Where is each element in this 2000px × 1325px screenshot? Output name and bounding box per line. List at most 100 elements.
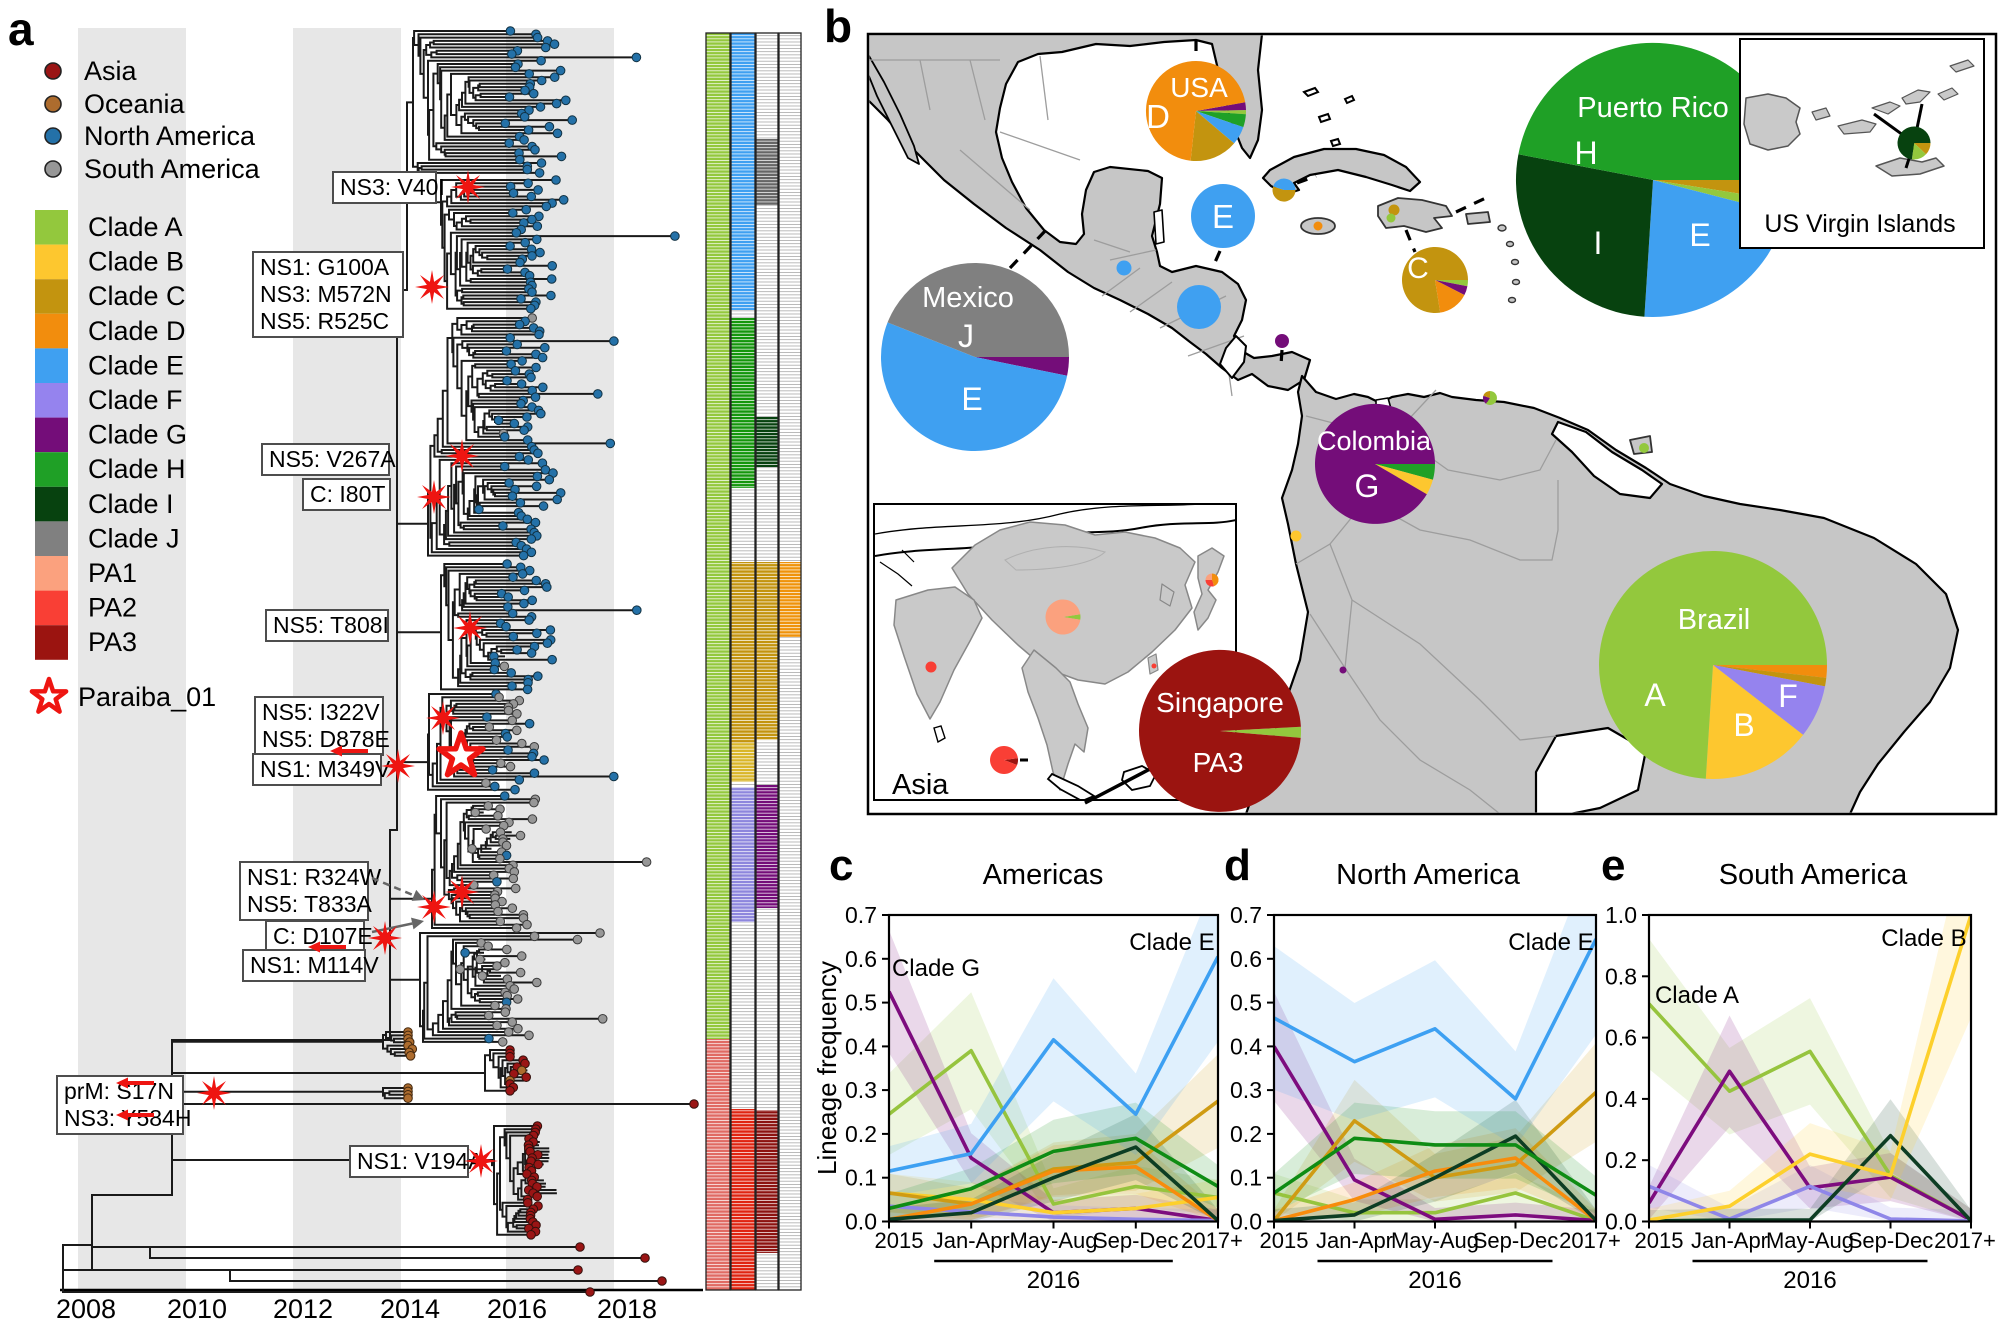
svg-text:Sep-Dec: Sep-Dec	[1848, 1228, 1934, 1253]
svg-text:Clade F: Clade F	[88, 385, 183, 415]
svg-text:2016: 2016	[1408, 1267, 1461, 1294]
svg-text:Paraiba_01: Paraiba_01	[78, 682, 216, 712]
svg-text:E: E	[1212, 198, 1234, 235]
svg-text:a: a	[8, 3, 34, 55]
svg-text:2015: 2015	[1635, 1228, 1684, 1253]
svg-text:Clade E: Clade E	[88, 350, 184, 380]
svg-text:C: D107E: C: D107E	[273, 923, 373, 949]
svg-text:2017+: 2017+	[1559, 1228, 1621, 1253]
svg-text:Mexico: Mexico	[922, 282, 1014, 314]
svg-text:0.4: 0.4	[1230, 1033, 1262, 1059]
svg-text:2017+: 2017+	[1934, 1228, 1996, 1253]
svg-text:NS3: M572N: NS3: M572N	[260, 281, 392, 307]
svg-text:May-Aug: May-Aug	[1009, 1228, 1097, 1253]
svg-text:e: e	[1601, 841, 1625, 890]
svg-text:2010: 2010	[167, 1294, 227, 1324]
svg-text:2016: 2016	[487, 1294, 547, 1324]
svg-text:South America: South America	[1719, 859, 1908, 891]
svg-text:2012: 2012	[273, 1294, 333, 1324]
svg-text:0.6: 0.6	[845, 946, 877, 972]
svg-text:Clade G: Clade G	[88, 420, 187, 450]
svg-text:May-Aug: May-Aug	[1391, 1228, 1479, 1253]
svg-text:Asia: Asia	[892, 769, 949, 801]
svg-text:0.3: 0.3	[1230, 1077, 1262, 1103]
svg-text:NS1: M349V: NS1: M349V	[260, 756, 391, 782]
svg-text:Oceania: Oceania	[84, 89, 186, 119]
svg-text:0.7: 0.7	[845, 902, 877, 928]
svg-text:NS1: R324W: NS1: R324W	[247, 864, 382, 890]
svg-text:Sep-Dec: Sep-Dec	[1473, 1228, 1559, 1253]
svg-text:0.1: 0.1	[1230, 1165, 1262, 1191]
svg-text:South America: South America	[84, 154, 261, 184]
svg-text:0.6: 0.6	[1230, 946, 1262, 972]
svg-text:0.6: 0.6	[1605, 1025, 1637, 1051]
svg-text:0.8: 0.8	[1605, 963, 1637, 989]
svg-text:0.0: 0.0	[845, 1209, 877, 1235]
svg-text:Clade B: Clade B	[88, 247, 184, 277]
svg-text:Puerto Rico: Puerto Rico	[1577, 92, 1729, 124]
svg-text:Clade H: Clade H	[88, 454, 186, 484]
svg-text:F: F	[1778, 678, 1798, 714]
svg-text:Clade D: Clade D	[88, 316, 186, 346]
svg-text:Clade I: Clade I	[88, 489, 174, 519]
svg-text:NS3: V40I: NS3: V40I	[340, 174, 445, 200]
svg-text:Sep-Dec: Sep-Dec	[1093, 1228, 1179, 1253]
svg-text:Clade A: Clade A	[1655, 982, 1739, 1009]
svg-text:North America: North America	[84, 121, 256, 151]
svg-text:1.0: 1.0	[1605, 902, 1637, 928]
svg-text:c: c	[829, 841, 853, 890]
svg-text:0.5: 0.5	[1230, 990, 1262, 1016]
svg-text:PA1: PA1	[88, 558, 137, 588]
svg-text:0.0: 0.0	[1230, 1209, 1262, 1235]
svg-text:Jan-Apr: Jan-Apr	[933, 1228, 1010, 1253]
svg-text:0.4: 0.4	[1605, 1086, 1637, 1112]
svg-text:Clade A: Clade A	[88, 212, 183, 242]
svg-text:PA3: PA3	[1193, 747, 1244, 778]
svg-text:I: I	[1594, 225, 1603, 261]
svg-text:Clade B: Clade B	[1881, 925, 1966, 952]
svg-text:d: d	[1224, 841, 1251, 890]
svg-text:NS1: V194A: NS1: V194A	[357, 1148, 484, 1174]
svg-text:2017+: 2017+	[1181, 1228, 1243, 1253]
svg-text:2016: 2016	[1027, 1267, 1080, 1294]
svg-text:0.4: 0.4	[845, 1033, 877, 1059]
svg-text:H: H	[1574, 135, 1597, 171]
svg-text:Clade E: Clade E	[1129, 929, 1214, 956]
svg-text:NS1: M114V: NS1: M114V	[250, 952, 379, 978]
svg-text:0.7: 0.7	[1230, 902, 1262, 928]
svg-text:G: G	[1355, 468, 1380, 504]
svg-text:2015: 2015	[1260, 1228, 1309, 1253]
svg-text:NS5: D878E: NS5: D878E	[262, 726, 390, 752]
svg-text:May-Aug: May-Aug	[1766, 1228, 1854, 1253]
svg-text:2008: 2008	[56, 1294, 116, 1324]
svg-text:Clade J: Clade J	[88, 523, 180, 553]
svg-text:b: b	[824, 0, 852, 52]
svg-text:Singapore: Singapore	[1156, 687, 1284, 718]
svg-text:Clade G: Clade G	[892, 955, 980, 982]
svg-text:NS5: T808I: NS5: T808I	[273, 612, 389, 638]
svg-text:Jan-Apr: Jan-Apr	[1316, 1228, 1393, 1253]
svg-text:A: A	[1644, 677, 1666, 713]
svg-text:0.2: 0.2	[1230, 1121, 1262, 1147]
svg-text:2016: 2016	[1783, 1267, 1836, 1294]
svg-text:E: E	[1689, 217, 1710, 253]
svg-text:C: I80T: C: I80T	[310, 481, 385, 507]
svg-text:D: D	[1146, 98, 1170, 135]
svg-text:0.3: 0.3	[845, 1077, 877, 1103]
svg-text:NS5: T833A: NS5: T833A	[247, 891, 373, 917]
svg-text:PA3: PA3	[88, 627, 137, 657]
svg-text:J: J	[958, 318, 974, 354]
svg-text:Americas: Americas	[983, 859, 1104, 891]
svg-text:Asia: Asia	[84, 56, 138, 86]
svg-text:Brazil: Brazil	[1678, 604, 1751, 636]
svg-text:2014: 2014	[380, 1294, 440, 1324]
svg-text:0.2: 0.2	[1605, 1147, 1637, 1173]
svg-text:Clade E: Clade E	[1508, 929, 1593, 956]
svg-text:US Virgin Islands: US Virgin Islands	[1764, 210, 1955, 238]
svg-text:2015: 2015	[875, 1228, 924, 1253]
svg-text:NS5: I322V: NS5: I322V	[262, 699, 380, 725]
svg-text:NS5: V267A: NS5: V267A	[269, 446, 396, 472]
svg-text:2018: 2018	[597, 1294, 657, 1324]
svg-text:USA: USA	[1170, 72, 1228, 103]
svg-text:North America: North America	[1336, 859, 1521, 891]
